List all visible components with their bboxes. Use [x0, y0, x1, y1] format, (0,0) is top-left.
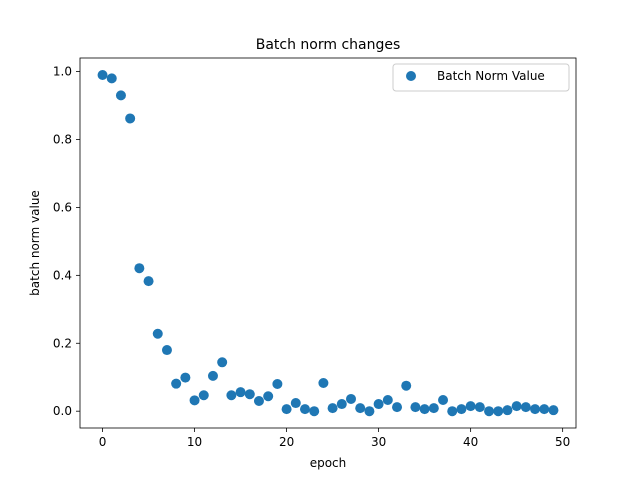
data-point: [290, 398, 301, 409]
data-point: [392, 402, 403, 413]
data-point: [539, 404, 550, 415]
data-point: [493, 406, 504, 417]
legend-marker: [406, 71, 416, 81]
data-point: [253, 396, 264, 406]
y-tick-label: 1.0: [53, 65, 72, 79]
x-axis-ticks: 0 10 20 30 40 50: [99, 428, 570, 449]
x-tick-label: 10: [187, 435, 202, 449]
x-tick-label: 40: [463, 435, 478, 449]
data-point: [309, 406, 320, 417]
data-point: [484, 406, 495, 417]
data-point: [410, 402, 421, 413]
data-point: [401, 380, 412, 391]
data-point: [373, 399, 384, 410]
data-point: [171, 378, 182, 389]
axes: [79, 57, 577, 429]
data-points: [97, 69, 559, 417]
plot-frame: [79, 57, 577, 429]
data-point: [318, 378, 329, 388]
data-point: [272, 379, 283, 390]
data-point: [355, 403, 366, 414]
data-point: [336, 399, 347, 410]
y-tick-label: 0.6: [53, 200, 72, 214]
data-point: [364, 406, 375, 417]
data-point: [161, 345, 172, 356]
data-point: [530, 404, 541, 415]
legend-box: [392, 63, 570, 92]
data-point: [419, 404, 430, 415]
data-point: [438, 394, 449, 405]
data-point: [520, 402, 531, 413]
data-point: [281, 404, 292, 415]
y-tick-label: 0.0: [53, 404, 72, 418]
data-point: [346, 393, 357, 404]
data-point: [180, 372, 191, 383]
data-point: [217, 357, 228, 368]
y-tick-label: 0.4: [53, 268, 72, 282]
data-point: [511, 401, 522, 412]
data-point: [327, 403, 338, 414]
data-point: [235, 387, 246, 398]
y-axis-ticks: 0.0 0.2 0.4 0.6 0.8 1.0: [53, 65, 80, 418]
y-tick-label: 0.2: [53, 336, 72, 350]
chart-title: Batch norm changes: [256, 37, 401, 53]
data-point: [125, 113, 136, 124]
data-point: [474, 402, 485, 413]
x-tick-label: 20: [279, 435, 294, 449]
legend-label: Batch Norm Value: [437, 69, 545, 83]
data-point: [226, 390, 237, 401]
data-point: [382, 394, 393, 405]
x-axis-label: epoch: [310, 456, 347, 470]
legend: Batch Norm Value: [392, 63, 570, 92]
data-point: [456, 404, 467, 415]
data-point: [244, 389, 255, 400]
x-tick-label: 50: [555, 435, 570, 449]
plot-area: [80, 58, 576, 428]
y-tick-label: 0.8: [53, 133, 72, 147]
data-point: [548, 405, 559, 416]
y-axis-label: batch norm value: [28, 190, 42, 296]
data-point: [115, 90, 126, 101]
data-point: [189, 395, 200, 406]
data-point: [428, 403, 439, 414]
data-point: [263, 391, 274, 402]
x-tick-label: 30: [371, 435, 386, 449]
data-point: [143, 276, 154, 287]
x-tick-label: 0: [99, 435, 107, 449]
data-point: [97, 69, 108, 80]
data-point: [502, 405, 513, 416]
data-point: [299, 404, 310, 415]
data-point: [198, 390, 209, 401]
data-point: [465, 401, 476, 412]
data-point: [106, 73, 117, 84]
data-point: [134, 263, 145, 274]
data-point: [447, 406, 458, 417]
data-point: [207, 370, 218, 381]
data-point: [152, 328, 163, 339]
